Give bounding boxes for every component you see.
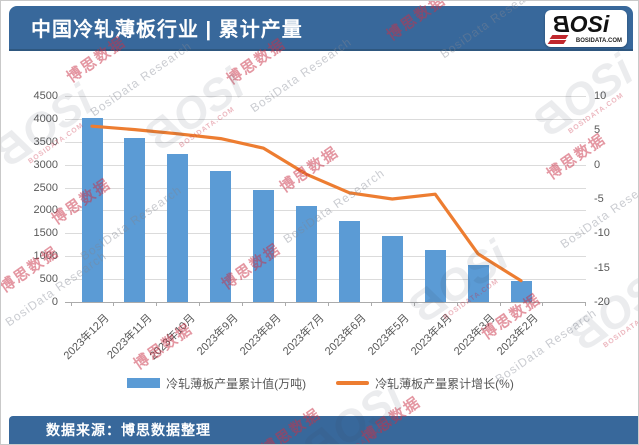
legend-item-bar: 冷轧薄板产量累计值(万吨) [127, 375, 306, 392]
right-axis-tick-label: 10 [594, 90, 607, 102]
bar [510, 280, 532, 302]
left-axis-tick-label: 4000 [33, 112, 58, 125]
left-axis-tick-label: 500 [39, 273, 58, 286]
legend-line-label: 冷轧薄板产量累计增长(%) [375, 376, 514, 391]
header-bar: 中国冷轧薄板行业 | 累计产量 BOSi BOSIDATA.COM [9, 6, 633, 51]
x-axis-tick [156, 302, 158, 306]
bosi-logo: BOSi BOSIDATA.COM [545, 10, 627, 47]
watermark-cn: 博思数据 [543, 130, 610, 184]
watermark-logo-sub: BOSIDATA.COM [178, 106, 237, 150]
bar [167, 154, 189, 302]
x-axis-tick [199, 302, 201, 306]
left-axis-tick-label: 2000 [33, 204, 58, 217]
right-axis-tick-label: 5 [594, 124, 601, 137]
bar [296, 205, 317, 302]
legend-item-line: 冷轧薄板产量累计增长(%) [336, 375, 514, 392]
x-axis-tick [70, 302, 72, 306]
bar [253, 189, 275, 302]
right-axis-tick-label: 0 [594, 158, 601, 171]
right-axis-tick-label: -20 [594, 296, 610, 308]
right-axis-tick-label: -15 [594, 261, 610, 274]
watermark-logo-letter: B [137, 102, 192, 162]
x-axis-tick [285, 302, 287, 306]
x-axis-tick [327, 302, 329, 306]
x-axis-tick [242, 302, 244, 306]
x-axis-tick [585, 302, 587, 306]
page-title: 中国冷轧薄板行业 | 累计产量 [31, 19, 303, 41]
x-axis-tick [113, 302, 115, 306]
bosi-logo-subtext: BOSIDATA.COM [575, 38, 622, 44]
bar [124, 138, 146, 302]
gridline [65, 302, 586, 303]
bosi-logo-text: BOSi [553, 11, 610, 37]
bar-swatch-icon [127, 378, 161, 388]
right-axis-tick-label: -5 [594, 193, 604, 205]
footer-bar: 数据来源：博思数据整理 [9, 416, 638, 444]
left-axis-tick-label: 3000 [33, 158, 58, 171]
x-axis-tick [413, 302, 415, 306]
legend-bar-label: 冷轧薄板产量累计值(万吨) [166, 376, 307, 391]
bar [338, 220, 360, 302]
chart-legend: 冷轧薄板产量累计值(万吨) 冷轧薄板产量累计增长(%) [1, 373, 638, 393]
x-axis-tick [499, 302, 501, 306]
right-axis-tick-label: -10 [594, 227, 610, 240]
x-axis-tick [542, 302, 544, 306]
data-source-text: 数据来源：博思数据整理 [46, 422, 211, 438]
left-axis-tick-label: 3500 [33, 135, 58, 148]
logo-stripe-icon [549, 35, 569, 39]
left-axis-tick-label: 0 [51, 296, 58, 308]
left-axis-tick-label: 1500 [33, 227, 58, 240]
line-swatch-icon [336, 381, 370, 385]
x-axis-tick [370, 302, 372, 306]
left-axis-tick-label: 4500 [33, 90, 58, 102]
left-axis-tick-label: 1000 [33, 250, 58, 263]
left-axis-tick-label: 2500 [33, 181, 58, 194]
bar [381, 236, 403, 302]
logo-letter: B [553, 11, 570, 37]
bar [467, 264, 489, 302]
watermark-cn: 博思数据 [276, 143, 343, 197]
bar [424, 249, 446, 302]
gridline [65, 118, 586, 120]
bar [81, 117, 103, 302]
gridline [65, 96, 586, 97]
x-axis-tick [456, 302, 458, 306]
logo-stripe-icon [547, 40, 567, 44]
bar [210, 170, 232, 302]
watermark-logo-letter: B [561, 302, 616, 362]
